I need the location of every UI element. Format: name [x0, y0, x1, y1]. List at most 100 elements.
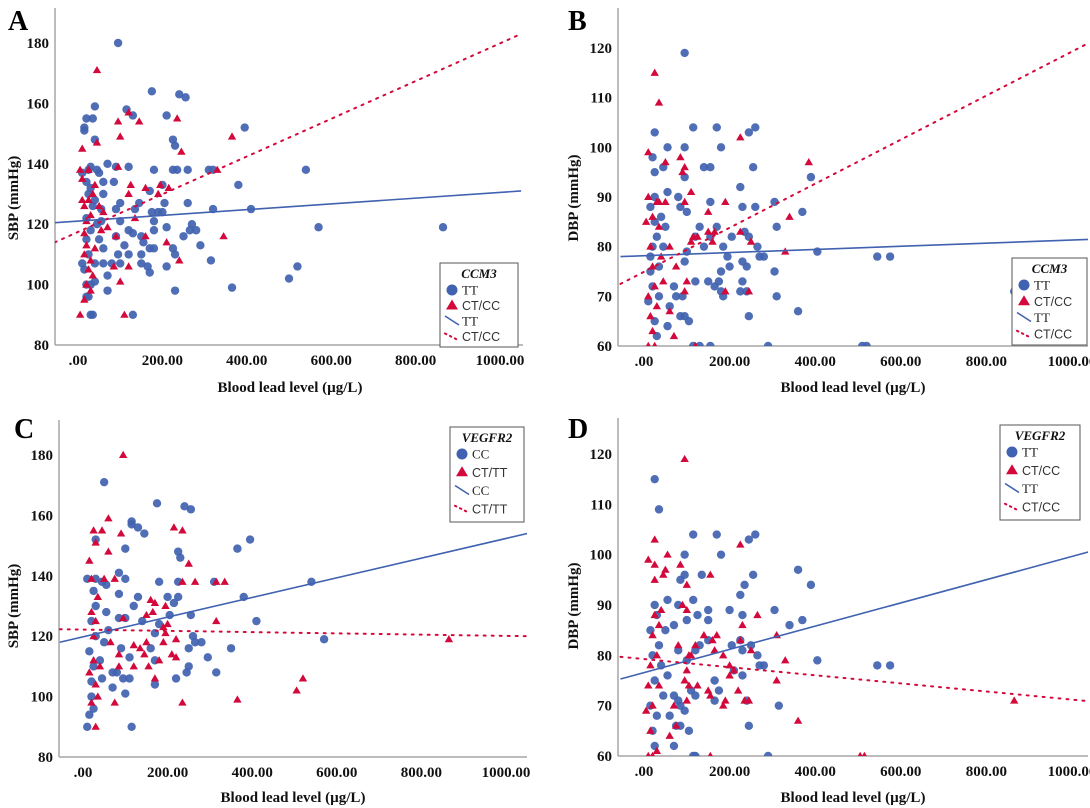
point-tt	[772, 222, 781, 231]
point-tt	[652, 711, 662, 720]
point-ct-cc	[691, 641, 700, 649]
legend-circle-icon	[1006, 446, 1018, 458]
point-ct-cc	[669, 331, 679, 340]
panel-letter: C	[14, 414, 34, 445]
point-ct-cc	[644, 292, 653, 300]
point-ct-cc	[671, 721, 681, 729]
point-ct-cc	[656, 252, 666, 260]
x-tick-label: 800.00	[395, 353, 436, 369]
point-ct-tt	[140, 650, 149, 658]
point-ct-cc	[692, 341, 698, 346]
point-tt	[689, 595, 698, 605]
point-tt	[663, 321, 672, 331]
legend-line-icon	[444, 315, 460, 326]
x-tick-label: 600.00	[880, 354, 921, 370]
legend-label: TT	[462, 314, 478, 329]
point-ct-tt	[148, 607, 157, 616]
point-cc	[125, 653, 134, 662]
point-tt	[680, 257, 689, 266]
point-tt	[669, 741, 679, 751]
point-tt	[90, 195, 100, 205]
y-tick-label: 110	[590, 497, 612, 513]
point-ct-cc	[116, 132, 125, 140]
point-ct-cc	[857, 751, 863, 756]
point-ct-cc	[682, 666, 691, 674]
point-ct-tt	[89, 632, 98, 640]
point-ct-cc	[113, 117, 123, 125]
y-tick-label: 160	[27, 96, 50, 112]
legend-circle-icon	[1018, 279, 1030, 291]
point-ct-cc	[648, 701, 657, 709]
point-cc	[252, 616, 261, 626]
y-tick-label: 80	[34, 338, 49, 354]
point-tt	[90, 277, 100, 286]
point-cc	[91, 601, 100, 611]
point-ct-cc	[648, 631, 657, 639]
point-ct-tt	[85, 668, 94, 676]
point-cc	[118, 674, 128, 683]
point-ct-cc	[753, 610, 762, 619]
point-ct-cc	[704, 227, 713, 235]
point-ct-cc	[646, 312, 655, 320]
point-tt	[772, 292, 781, 301]
legend-label: TT	[1022, 481, 1038, 496]
point-ct-tt	[129, 662, 138, 670]
point-ct-cc	[861, 751, 867, 756]
point-ct-cc	[644, 192, 653, 200]
point-ct-cc	[141, 183, 150, 191]
point-cc	[114, 568, 124, 577]
point-ct-cc	[676, 153, 685, 161]
point-ct-cc	[78, 144, 87, 152]
point-cc	[129, 601, 138, 611]
y-tick-label: 120	[31, 629, 54, 645]
legend-label: CT/CC	[1022, 500, 1060, 514]
point-ct-cc	[84, 165, 93, 173]
point-ct-cc	[669, 701, 679, 709]
point-cc	[186, 505, 196, 514]
point-tt	[689, 530, 698, 539]
fit-line-tt	[55, 190, 522, 224]
point-tt	[128, 229, 138, 238]
point-tt	[84, 292, 93, 301]
point-tt	[744, 535, 754, 544]
point-ct-tt	[161, 601, 170, 609]
point-tt	[798, 207, 807, 217]
point-tt	[109, 177, 119, 187]
point-tt	[691, 751, 700, 756]
point-tt	[650, 600, 659, 610]
point-ct-cc	[86, 286, 95, 294]
legend-label: CT/CC	[462, 330, 500, 344]
y-tick-label: 140	[27, 157, 50, 173]
point-ct-tt	[87, 607, 96, 616]
point-tt	[124, 250, 133, 259]
x-tick-label: .00	[635, 764, 654, 780]
point-tt	[716, 550, 726, 559]
point-tt	[725, 605, 734, 615]
point-tt	[751, 123, 760, 132]
point-ct-tt	[178, 698, 187, 706]
point-ct-cc	[162, 238, 171, 246]
point-ct-cc	[710, 227, 719, 235]
point-cc	[127, 520, 136, 529]
point-tt	[147, 207, 157, 217]
point-tt	[770, 267, 779, 276]
y-tick-label: 70	[597, 289, 612, 305]
point-ct-tt	[114, 650, 124, 658]
point-tt	[763, 341, 773, 346]
point-tt	[206, 256, 216, 265]
point-ct-cc	[704, 207, 713, 215]
point-ct-cc	[175, 256, 184, 264]
legend-circle-icon	[456, 448, 468, 460]
point-cc	[133, 523, 143, 532]
point-cc	[99, 477, 109, 487]
point-ct-tt	[93, 592, 103, 600]
point-ct-tt	[159, 622, 168, 631]
legend-title: VEGFR2	[462, 430, 513, 445]
point-tt	[885, 661, 895, 670]
point-tt	[438, 223, 448, 232]
point-tt	[162, 262, 171, 271]
point-ct-tt	[91, 680, 100, 688]
point-ct-tt	[171, 635, 181, 643]
point-ct-cc	[172, 114, 182, 122]
